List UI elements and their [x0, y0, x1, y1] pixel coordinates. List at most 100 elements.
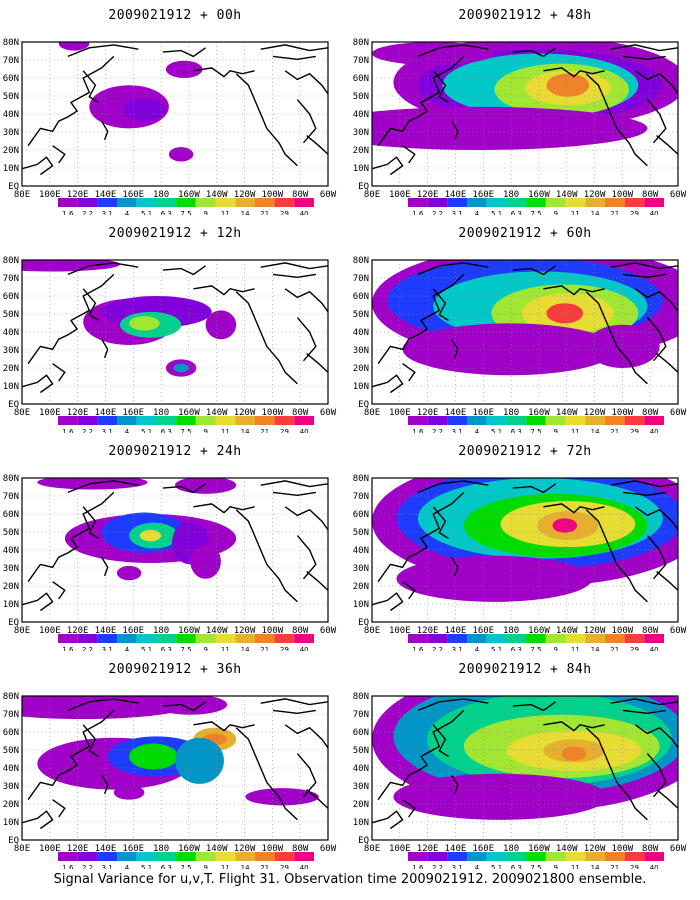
- variance-contour: [396, 555, 593, 602]
- coastline: [372, 374, 404, 394]
- lat-tick-label: 10N: [3, 382, 19, 392]
- colorbar-swatch: [195, 852, 216, 861]
- variance-contour: [37, 478, 148, 490]
- coastline: [260, 44, 328, 52]
- variance-contour: [175, 478, 237, 494]
- coastline: [67, 44, 139, 58]
- lon-tick-label: 140E: [445, 408, 467, 418]
- lon-tick-label: 180: [153, 626, 169, 636]
- colorbar-swatch: [447, 634, 468, 643]
- colorbar-swatch: [156, 634, 177, 643]
- lat-tick-label: 30N: [353, 128, 369, 138]
- lon-tick-label: 100W: [612, 626, 634, 636]
- lat-tick-label: EQ: [358, 182, 369, 192]
- colorbar-swatch: [156, 852, 177, 861]
- colorbar-label: 3.1: [102, 864, 113, 869]
- coastline: [272, 273, 316, 279]
- colorbar-label: 29: [630, 428, 639, 433]
- lon-tick-label: 120W: [234, 626, 256, 636]
- coastline: [162, 265, 207, 276]
- colorbar-label: 4: [125, 428, 130, 433]
- colorbar-label: 40: [300, 428, 309, 433]
- variance-field: [372, 260, 678, 376]
- colorbar-swatch: [77, 852, 98, 861]
- lat-tick-label: 60N: [3, 728, 19, 738]
- lon-tick-label: 160E: [472, 626, 494, 636]
- coastlines: [372, 44, 678, 176]
- lon-tick-label: 80E: [364, 844, 380, 854]
- panel-title: 2009021912 + 48h: [458, 8, 592, 23]
- coastline: [162, 483, 207, 494]
- lat-tick-label: 50N: [353, 528, 369, 538]
- colorbar-swatch: [195, 634, 216, 643]
- colorbar-swatch: [486, 416, 507, 425]
- coastline: [67, 262, 139, 276]
- lon-tick-label: 120E: [67, 844, 89, 854]
- coastline: [22, 592, 54, 612]
- colorbar-swatch: [486, 634, 507, 643]
- coastline: [417, 262, 489, 276]
- colorbar-label: 21: [260, 428, 269, 433]
- panel-24h: 2009021912 + 24h 80N 70N 60N 50N 40N 30N 20N 10…: [0, 436, 350, 651]
- colorbar-label: 14: [591, 210, 600, 215]
- colorbar-swatch: [235, 416, 255, 425]
- panel-title: 2009021912 + 36h: [108, 662, 242, 677]
- lat-tick-label: 40N: [3, 110, 19, 120]
- coastline: [67, 480, 139, 494]
- colorbar-swatch: [136, 852, 157, 861]
- colorbar-swatch: [506, 852, 527, 861]
- colorbar-swatch: [427, 634, 448, 643]
- coastlines: [372, 262, 678, 394]
- coastline: [543, 67, 605, 78]
- lon-tick-label: 100W: [612, 408, 634, 418]
- lat-tick-label: 80N: [353, 256, 369, 266]
- colorbar-label: 2.2: [82, 210, 93, 215]
- coastline: [451, 120, 459, 141]
- lon-tick-label: 140W: [556, 190, 578, 200]
- panel-title: 2009021912 + 84h: [458, 662, 592, 677]
- coastline: [306, 571, 328, 591]
- coastline: [52, 363, 66, 382]
- colorbar-swatch: [77, 198, 98, 207]
- colorbar: 1.6 2.2 3.1 4 5.1 6.3 7.5 9 11 14 21 29 40: [408, 634, 664, 651]
- colorbar-label: 4: [125, 210, 130, 215]
- colorbar-label: 21: [610, 646, 619, 651]
- colorbar-label: 3.1: [452, 210, 463, 215]
- lon-tick-label: 140E: [445, 626, 467, 636]
- lon-tick-label: 120E: [417, 408, 439, 418]
- coastline: [162, 701, 207, 712]
- lat-tick-label: 60N: [353, 74, 369, 84]
- map-frame: [21, 259, 329, 405]
- lat-tick-label: 60N: [353, 292, 369, 302]
- coastline: [451, 774, 459, 795]
- colorbar-swatch: [644, 416, 664, 425]
- lat-tick-label: 80N: [3, 474, 19, 484]
- coastline: [610, 480, 678, 488]
- coastline: [432, 70, 449, 104]
- colorbar-label: 4: [475, 210, 480, 215]
- lat-tick-label: EQ: [358, 836, 369, 846]
- lon-tick-label: 140W: [206, 844, 228, 854]
- colorbar-label: 2.2: [432, 428, 443, 433]
- lat-tick-label: 10N: [3, 164, 19, 174]
- coastline: [22, 810, 54, 830]
- coastline: [284, 506, 328, 531]
- lon-tick-label: 60W: [320, 626, 337, 636]
- coastline: [610, 44, 678, 52]
- colorbar-label: 6.3: [161, 864, 172, 869]
- lat-tick-label: 50N: [3, 746, 19, 756]
- colorbar: 1.6 2.2 3.1 4 5.1 6.3 7.5 9 11 14 21 29 40: [408, 198, 664, 215]
- coastline: [656, 135, 678, 155]
- colorbar-swatch: [294, 852, 314, 861]
- lon-tick-label: 120E: [417, 626, 439, 636]
- colorbar: 1.6 2.2 3.1 4 5.1 6.3 7.5 9 11 14 21 29 40: [58, 198, 314, 215]
- colorbar-swatch: [604, 198, 625, 207]
- colorbar: 1.6 2.2 3.1 4 5.1 6.3 7.5 9 11 14 21 29 40: [58, 634, 314, 651]
- lon-tick-label: 120E: [67, 408, 89, 418]
- lon-tick-label: 140E: [95, 408, 117, 418]
- colorbar-label: 6.3: [161, 210, 172, 215]
- coastline: [272, 491, 316, 497]
- colorbar-label: 7.5: [180, 864, 191, 869]
